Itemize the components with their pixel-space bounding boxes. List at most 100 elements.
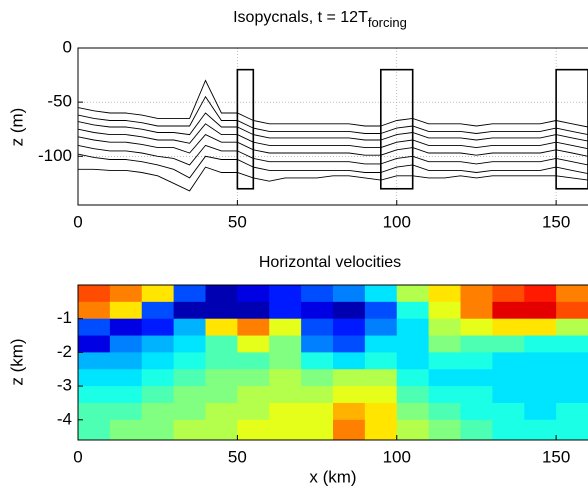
heat-cell — [78, 352, 111, 370]
heat-cell — [301, 402, 334, 421]
heat-cell — [237, 285, 270, 303]
heat-cell — [492, 369, 525, 387]
heat-cell — [396, 352, 430, 370]
axis-frame — [77, 284, 588, 441]
heat-cell — [301, 386, 334, 404]
y-tick-label: -4 — [57, 409, 72, 428]
heat-cell — [460, 386, 493, 404]
heat-cell — [78, 419, 111, 440]
heat-cell — [205, 369, 238, 387]
heat-cell — [78, 369, 111, 387]
heat-cell — [173, 285, 206, 303]
heat-cell — [428, 402, 461, 421]
y-axis-label: z (m) — [7, 108, 26, 147]
y-tick-label: -3 — [57, 376, 72, 395]
heat-cell — [109, 419, 143, 440]
heat-cell — [301, 301, 334, 320]
heat-cell — [141, 386, 175, 404]
heat-cell — [301, 318, 334, 337]
heat-cell — [396, 402, 430, 421]
title-main: Isopycnals, t = 12T — [233, 9, 368, 26]
heat-cell — [556, 386, 588, 404]
heat-cell — [173, 352, 206, 370]
heat-cell — [364, 402, 398, 421]
heat-cell — [109, 402, 143, 421]
heat-cell — [492, 318, 525, 337]
heat-cell — [109, 285, 143, 303]
heat-cell — [237, 369, 270, 387]
heat-cell — [556, 369, 588, 387]
x-tick-label: 100 — [383, 212, 411, 231]
plot-area — [78, 285, 588, 440]
heat-cell — [364, 335, 398, 353]
heat-cell — [556, 335, 588, 353]
x-tick-label: 100 — [383, 447, 411, 466]
heat-cell — [237, 318, 270, 337]
heat-cell — [333, 402, 366, 421]
isopycnal-line — [78, 95, 588, 136]
heat-cell — [460, 285, 493, 303]
heat-cell — [460, 301, 493, 320]
heat-cell — [173, 335, 206, 353]
heat-cell — [333, 335, 366, 353]
x-tick-label: 50 — [228, 212, 247, 231]
heat-cell — [141, 301, 175, 320]
heat-cell — [524, 335, 557, 353]
heat-cell — [333, 301, 366, 320]
heat-cell — [78, 386, 111, 404]
heat-cell — [237, 335, 270, 353]
heat-cell — [364, 369, 398, 387]
heat-cell — [556, 318, 588, 337]
heat-cell — [173, 318, 206, 337]
heat-cell — [109, 301, 143, 320]
y-tick-label: -100 — [38, 146, 72, 165]
heat-cell — [556, 352, 588, 370]
x-axis-label: x (km) — [309, 467, 356, 486]
isopycnal-line — [78, 79, 588, 128]
heat-cell — [109, 369, 143, 387]
heat-cell — [333, 386, 366, 404]
heat-cell — [333, 285, 366, 303]
heat-cell — [460, 369, 493, 387]
heat-cell — [141, 335, 175, 353]
heat-cell — [556, 402, 588, 421]
heat-cell — [269, 402, 302, 421]
x-tick-label: 150 — [542, 212, 570, 231]
heat-cell — [333, 352, 366, 370]
heat-cell — [301, 335, 334, 353]
heat-cell — [269, 369, 302, 387]
heat-cell — [109, 318, 143, 337]
heat-cell — [428, 301, 461, 320]
isopycnal-line — [78, 134, 588, 157]
heat-cell — [301, 285, 334, 303]
heat-cell — [428, 386, 461, 404]
heat-cell — [333, 419, 366, 440]
heat-cell — [396, 386, 430, 404]
heat-cell — [237, 402, 270, 421]
heat-cell — [396, 301, 430, 320]
heat-cell — [492, 335, 525, 353]
title-subscript: forcing — [368, 15, 407, 30]
heat-cell — [396, 285, 430, 303]
plot-area — [78, 48, 588, 205]
heat-cell — [141, 318, 175, 337]
isopycnal-line — [78, 166, 588, 192]
heat-cell — [492, 419, 525, 440]
heat-cell — [428, 352, 461, 370]
heat-cell — [396, 318, 430, 337]
heat-cell — [173, 369, 206, 387]
heat-cell — [524, 285, 557, 303]
heat-cell — [237, 386, 270, 404]
heat-cell — [556, 285, 588, 303]
heat-cell — [364, 386, 398, 404]
heat-cell — [141, 352, 175, 370]
heat-cell — [78, 402, 111, 421]
heat-cell — [237, 352, 270, 370]
heat-cell — [460, 318, 493, 337]
heat-cell — [205, 318, 238, 337]
heat-cell — [524, 369, 557, 387]
heat-cell — [78, 285, 111, 303]
heat-cell — [173, 301, 206, 320]
y-tick-label: -1 — [57, 308, 72, 327]
heat-cell — [173, 419, 206, 440]
